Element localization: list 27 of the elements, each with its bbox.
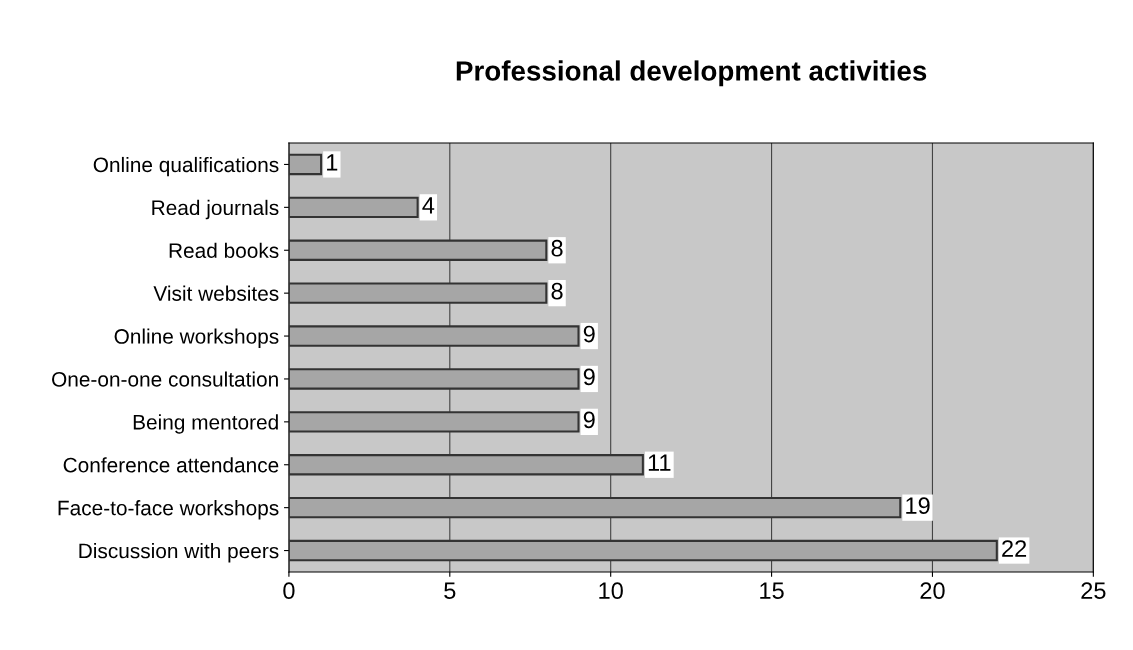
y-tick-label: One-on-one consultation [52,371,278,387]
x-tick-label: 15 [760,582,784,600]
y-tick-label: Face-to-face workshops [58,500,279,520]
data-label: 8 [551,239,563,257]
y-tick-label: Being mentored [133,414,278,434]
data-label: 4 [422,197,435,214]
data-label: 19 [906,497,930,514]
y-tick-label: Conference attendance [63,457,279,473]
x-tick-label: 0 [283,582,295,600]
y-tick-label: Visit websites [153,285,279,301]
data-label: 8 [551,282,563,300]
x-tick-label: 10 [599,582,623,600]
data-label: 22 [1002,540,1027,557]
x-tick-label: 5 [444,582,456,600]
data-label: 1 [327,154,338,171]
data-label: 9 [583,411,595,429]
chart-title: Professional development activities [456,60,927,87]
y-tick-label: Online workshops [114,328,279,348]
y-tick-label: Read journals [152,199,279,220]
x-tick-label: 25 [1081,582,1106,600]
y-tick-label: Discussion with peers [79,543,279,563]
x-tick-label: 20 [920,582,945,600]
y-tick-label: Online qualifications [93,156,279,177]
y-tick-label: Read books [169,242,279,258]
data-label: 9 [583,325,595,343]
data-label: 11 [648,454,671,471]
data-label: 9 [583,368,595,386]
